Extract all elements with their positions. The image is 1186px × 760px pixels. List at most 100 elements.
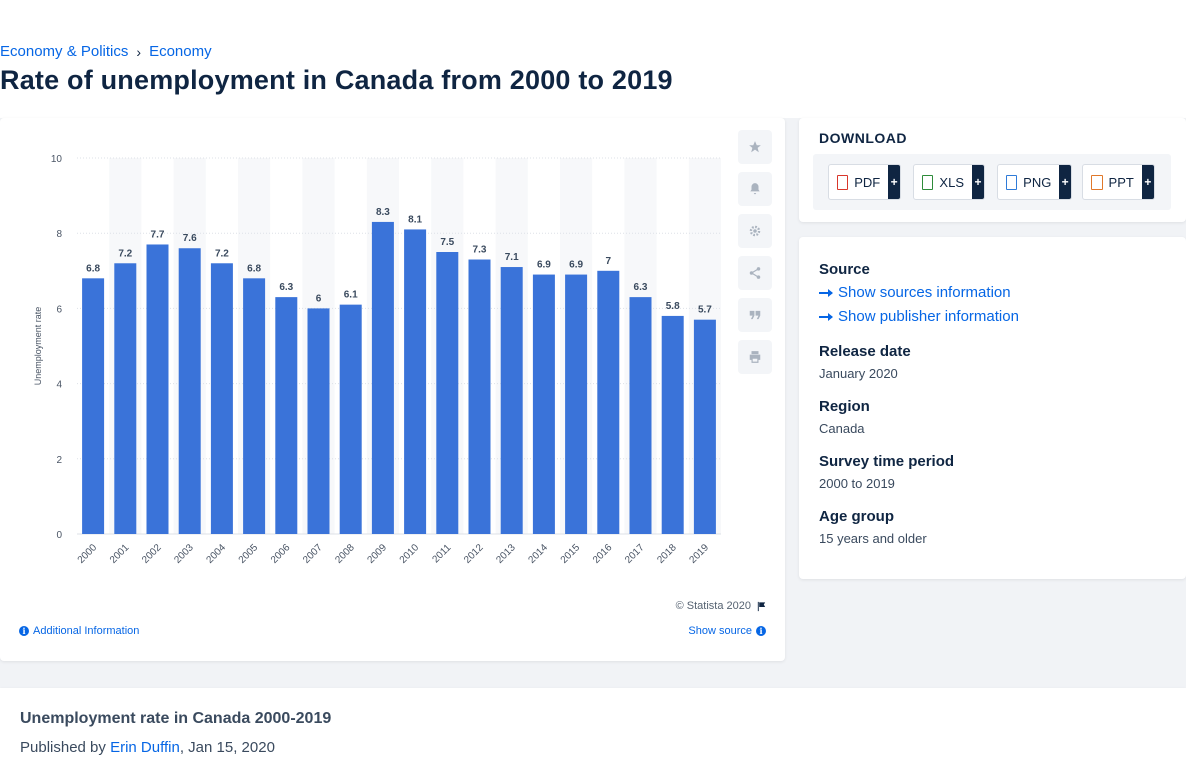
data-label: 6.8: [247, 263, 261, 274]
bar: [178, 248, 201, 535]
x-tick-label: 2004: [205, 542, 229, 566]
x-tick-label: 2014: [527, 542, 551, 566]
bar: [114, 263, 137, 534]
x-tick-label: 2016: [591, 542, 615, 566]
arrow-right-icon: [819, 288, 833, 297]
info-icon: i: [19, 626, 29, 636]
show-sources-label: Show sources information: [838, 284, 1011, 301]
header-band: [0, 0, 1186, 118]
chart-card: 0 2 4 6 8 10 Unemployment rate 6.8 2000 7.2 2001 7.…: [0, 118, 785, 661]
description-card: Unemployment rate in Canada 2000-2019 Pu…: [0, 688, 1186, 760]
plus-icon: +: [1059, 165, 1071, 199]
show-publisher-link[interactable]: Show publisher information: [819, 308, 1019, 325]
published-prefix: Published by: [20, 739, 106, 756]
author-link[interactable]: Erin Duffin: [110, 739, 180, 756]
published-date: , Jan 15, 2020: [179, 739, 275, 756]
plus-icon: +: [888, 165, 900, 199]
x-tick-label: 2009: [366, 542, 390, 566]
download-png-label: PNG: [1023, 174, 1052, 190]
x-tick-label: 2010: [398, 542, 422, 566]
favorite-button[interactable]: [738, 130, 772, 164]
x-tick-label: 2018: [655, 542, 679, 566]
survey-period-value: 2000 to 2019: [819, 476, 895, 491]
bar: [661, 315, 684, 534]
xls-file-icon: [922, 174, 934, 190]
download-xls-button[interactable]: XLS +: [913, 164, 985, 200]
x-tick-label: 2002: [140, 542, 164, 566]
arrow-right-icon: [819, 312, 833, 321]
release-date-value: January 2020: [819, 366, 898, 381]
source-heading: Source: [819, 261, 870, 278]
data-label: 6.9: [569, 260, 583, 271]
show-source-link[interactable]: Show source i: [688, 625, 766, 637]
download-title: DOWNLOAD: [819, 130, 907, 146]
page-title: Rate of unemployment in Canada from 2000…: [0, 65, 673, 95]
data-label: 8.1: [408, 214, 422, 225]
x-tick-label: 2011: [430, 542, 453, 565]
y-tick-label: 4: [56, 380, 62, 391]
plus-icon: +: [972, 165, 984, 199]
age-group-value: 15 years and older: [819, 531, 927, 546]
data-label: 6.3: [279, 282, 293, 293]
png-file-icon: [1006, 174, 1018, 190]
flag-icon[interactable]: [756, 601, 767, 612]
x-tick-label: 2012: [462, 542, 486, 566]
download-card: DOWNLOAD PDF + XLS + PNG + PPT +: [799, 118, 1186, 222]
breadcrumb: Economy & Politics › Economy: [0, 43, 212, 60]
copyright-notice: © Statista 2020: [676, 600, 767, 612]
download-png-button[interactable]: PNG +: [997, 164, 1072, 200]
age-group-heading: Age group: [819, 508, 894, 525]
bar: [275, 297, 298, 534]
x-tick-label: 2007: [301, 542, 325, 566]
notification-button[interactable]: [738, 172, 772, 206]
download-buttons: PDF + XLS + PNG + PPT +: [813, 154, 1171, 210]
description-title: Unemployment rate in Canada 2000-2019: [20, 710, 332, 727]
share-icon: [749, 267, 761, 279]
data-label: 6.8: [86, 263, 100, 274]
star-icon: [749, 141, 761, 153]
download-ppt-button[interactable]: PPT +: [1082, 164, 1155, 200]
additional-information-link[interactable]: i Additional Information: [19, 625, 139, 637]
show-source-label: Show source: [688, 625, 752, 637]
settings-button[interactable]: [738, 214, 772, 248]
x-tick-label: 2006: [269, 542, 293, 566]
download-ppt-label: PPT: [1108, 174, 1134, 190]
x-tick-label: 2017: [623, 542, 647, 566]
data-label: 7: [606, 256, 612, 267]
download-pdf-label: PDF: [854, 174, 881, 190]
gear-icon: [749, 225, 761, 237]
data-label: 7.7: [151, 229, 165, 240]
bar: [371, 221, 394, 535]
data-label: 6.9: [537, 260, 551, 271]
region-heading: Region: [819, 398, 870, 415]
data-label: 7.2: [215, 248, 229, 259]
share-button[interactable]: [738, 256, 772, 290]
download-pdf-button[interactable]: PDF +: [828, 164, 901, 200]
bar: [210, 263, 233, 534]
bar: [436, 252, 459, 534]
bar: [693, 319, 716, 534]
ppt-file-icon: [1091, 174, 1103, 190]
bar: [243, 278, 266, 534]
x-tick-label: 2005: [237, 542, 261, 566]
bar: [468, 259, 491, 534]
show-sources-link[interactable]: Show sources information: [819, 284, 1011, 301]
breadcrumb-item-economy[interactable]: Economy: [149, 43, 212, 60]
y-tick-label: 2: [56, 455, 62, 466]
breadcrumb-item-economy-politics[interactable]: Economy & Politics: [0, 43, 129, 60]
bar: [532, 274, 555, 534]
bar-chart: 0 2 4 6 8 10 Unemployment rate 6.8 2000 7.2 2001 7.…: [33, 154, 721, 566]
data-label: 6.1: [344, 290, 358, 301]
info-icon: i: [756, 626, 766, 636]
y-tick-label: 0: [56, 530, 62, 541]
bar: [404, 229, 427, 534]
y-tick-label: 10: [51, 154, 63, 165]
bell-icon: [750, 183, 760, 195]
print-button[interactable]: [738, 340, 772, 374]
x-tick-label: 2000: [76, 542, 100, 566]
bar: [629, 297, 652, 534]
data-label: 6: [316, 293, 322, 304]
cite-button[interactable]: [738, 298, 772, 332]
data-label: 5.8: [666, 301, 680, 312]
published-by: Published by Erin Duffin, Jan 15, 2020: [20, 739, 275, 756]
